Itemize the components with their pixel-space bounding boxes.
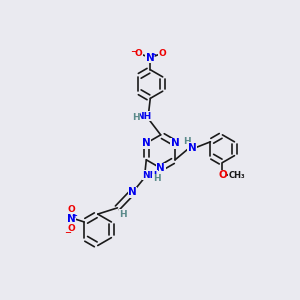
Text: CH₃: CH₃ [228,171,245,180]
Text: H: H [183,137,191,146]
Text: O: O [218,170,227,180]
Text: O: O [158,49,166,58]
Text: H: H [153,174,160,183]
Text: NH: NH [136,112,152,121]
Text: NH: NH [142,171,158,180]
Text: −: − [64,228,71,237]
Text: O: O [68,224,75,233]
Text: H: H [119,210,127,219]
Text: −: − [130,47,138,56]
Text: N: N [142,138,151,148]
Text: N: N [67,214,76,224]
Text: O: O [134,49,142,58]
Text: +: + [71,213,77,219]
Text: N: N [188,143,197,153]
Text: N: N [156,163,165,173]
Text: O: O [68,205,75,214]
Text: N: N [171,138,179,148]
Text: N: N [146,53,155,63]
Text: +: + [150,52,156,58]
Text: N: N [128,187,137,197]
Text: H: H [132,112,140,122]
